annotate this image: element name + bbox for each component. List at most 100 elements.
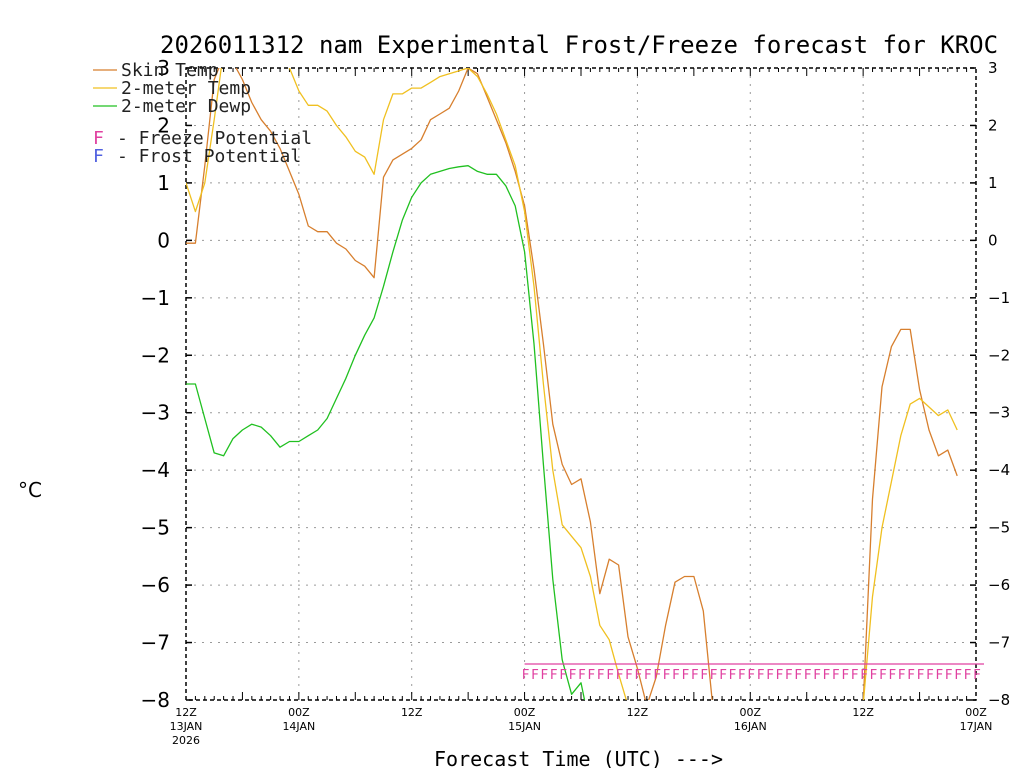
y-tick-label-right: −3 [988, 404, 1010, 422]
freeze-marker: F [907, 668, 915, 683]
freeze-marker: F [926, 668, 934, 683]
freeze-marker: F [747, 668, 755, 683]
freeze-marker: F [606, 668, 614, 683]
legend-marker: F [93, 128, 104, 149]
freeze-marker: F [522, 668, 530, 683]
legend-label: Skin Temp [121, 60, 219, 81]
chart-title: 2026011312 nam Experimental Frost/Freeze… [160, 31, 998, 59]
y-tick-label: −8 [141, 688, 170, 712]
legend-marker: F [93, 146, 104, 167]
freeze-marker: F [870, 668, 878, 683]
x-tick-label: 00Z [965, 706, 987, 719]
freeze-marker: F [653, 668, 661, 683]
freeze-marker: F [776, 668, 784, 683]
x-tick-label: 12Z [627, 706, 649, 719]
y-tick-label: −2 [141, 343, 170, 367]
freeze-marker: F [804, 668, 812, 683]
y-tick-label: −3 [141, 401, 170, 425]
y-tick-label: 2 [157, 113, 170, 137]
freeze-marker: F [785, 668, 793, 683]
x-axis-label: Forecast Time (UTC) ---> [434, 747, 723, 768]
plot-frame [185, 67, 977, 701]
freeze-marker: F [719, 668, 727, 683]
freeze-marker: F [964, 668, 972, 683]
freeze-marker: F [672, 668, 680, 683]
series-line-2 [186, 165, 586, 700]
x-tick-year: 2026 [172, 734, 200, 747]
legend-label: - Freeze Potential [117, 128, 312, 149]
freeze-marker: F [860, 668, 868, 683]
freeze-marker: F [823, 668, 831, 683]
y-tick-label-right: −2 [988, 346, 1010, 364]
y-tick-label-right: −6 [988, 576, 1010, 594]
y-tick-label-right: −1 [988, 289, 1010, 307]
y-tick-label: −5 [141, 516, 170, 540]
x-tick-label: 00Z [740, 706, 762, 719]
freeze-marker: F [625, 668, 633, 683]
freeze-marker: F [841, 668, 849, 683]
freeze-marker: F [794, 668, 802, 683]
series-line-0 [186, 68, 958, 700]
freeze-marker: F [559, 668, 567, 683]
y-tick-label-right: 0 [988, 231, 998, 249]
freeze-marker: F [663, 668, 671, 683]
freeze-marker: F [813, 668, 821, 683]
y-tick-label: −1 [141, 286, 170, 310]
y-tick-label: 3 [157, 56, 170, 80]
x-tick-date: 15JAN [508, 720, 541, 733]
y-tick-label: 1 [157, 171, 170, 195]
y-tick-label-right: −8 [988, 691, 1010, 709]
y-axis-label: °C [18, 478, 42, 502]
freeze-marker: F [832, 668, 840, 683]
y-tick-label: −4 [141, 458, 170, 482]
y-tick-label-right: −5 [988, 519, 1010, 537]
x-tick-date: 14JAN [282, 720, 315, 733]
freeze-marker: F [710, 668, 718, 683]
x-tick-date: 16JAN [734, 720, 767, 733]
freeze-marker: F [550, 668, 558, 683]
legend-label: - Frost Potential [117, 146, 301, 167]
x-tick-label: 12Z [401, 706, 423, 719]
y-tick-label: 0 [157, 228, 170, 252]
y-tick-label-right: 1 [988, 174, 998, 192]
legend-label: 2-meter Temp [121, 78, 251, 99]
freeze-marker: F [851, 668, 859, 683]
legend-label: 2-meter Dewp [121, 96, 251, 117]
freeze-marker: F [531, 668, 539, 683]
freeze-marker: F [917, 668, 925, 683]
freeze-marker: F [597, 668, 605, 683]
freeze-marker: F [757, 668, 765, 683]
x-tick-label: 12Z [175, 706, 197, 719]
freeze-marker: F [644, 668, 652, 683]
x-tick-label: 00Z [514, 706, 536, 719]
freeze-marker: F [935, 668, 943, 683]
freeze-marker: F [945, 668, 953, 683]
freeze-marker: F [738, 668, 746, 683]
x-tick-label: 12Z [852, 706, 874, 719]
freeze-marker: F [728, 668, 736, 683]
y-tick-label: −7 [141, 631, 170, 655]
freeze-marker: F [681, 668, 689, 683]
y-tick-label-right: 2 [988, 116, 998, 134]
x-tick-label: 00Z [288, 706, 310, 719]
y-tick-label-right: −7 [988, 634, 1010, 652]
freeze-marker: F [587, 668, 595, 683]
freeze-marker: F [700, 668, 708, 683]
freeze-marker: F [616, 668, 624, 683]
freeze-marker: F [954, 668, 962, 683]
x-tick-date: 17JAN [960, 720, 993, 733]
freeze-marker: F [879, 668, 887, 683]
series-group [186, 68, 958, 700]
freeze-marker: F [691, 668, 699, 683]
freeze-marker: F [898, 668, 906, 683]
y-tick-label-right: −4 [988, 461, 1010, 479]
grid-lines [186, 68, 976, 700]
y-tick-label-right: 3 [988, 59, 998, 77]
freeze-marker: F [973, 668, 981, 683]
freeze-marker: F [634, 668, 642, 683]
series-line-1 [186, 68, 958, 700]
